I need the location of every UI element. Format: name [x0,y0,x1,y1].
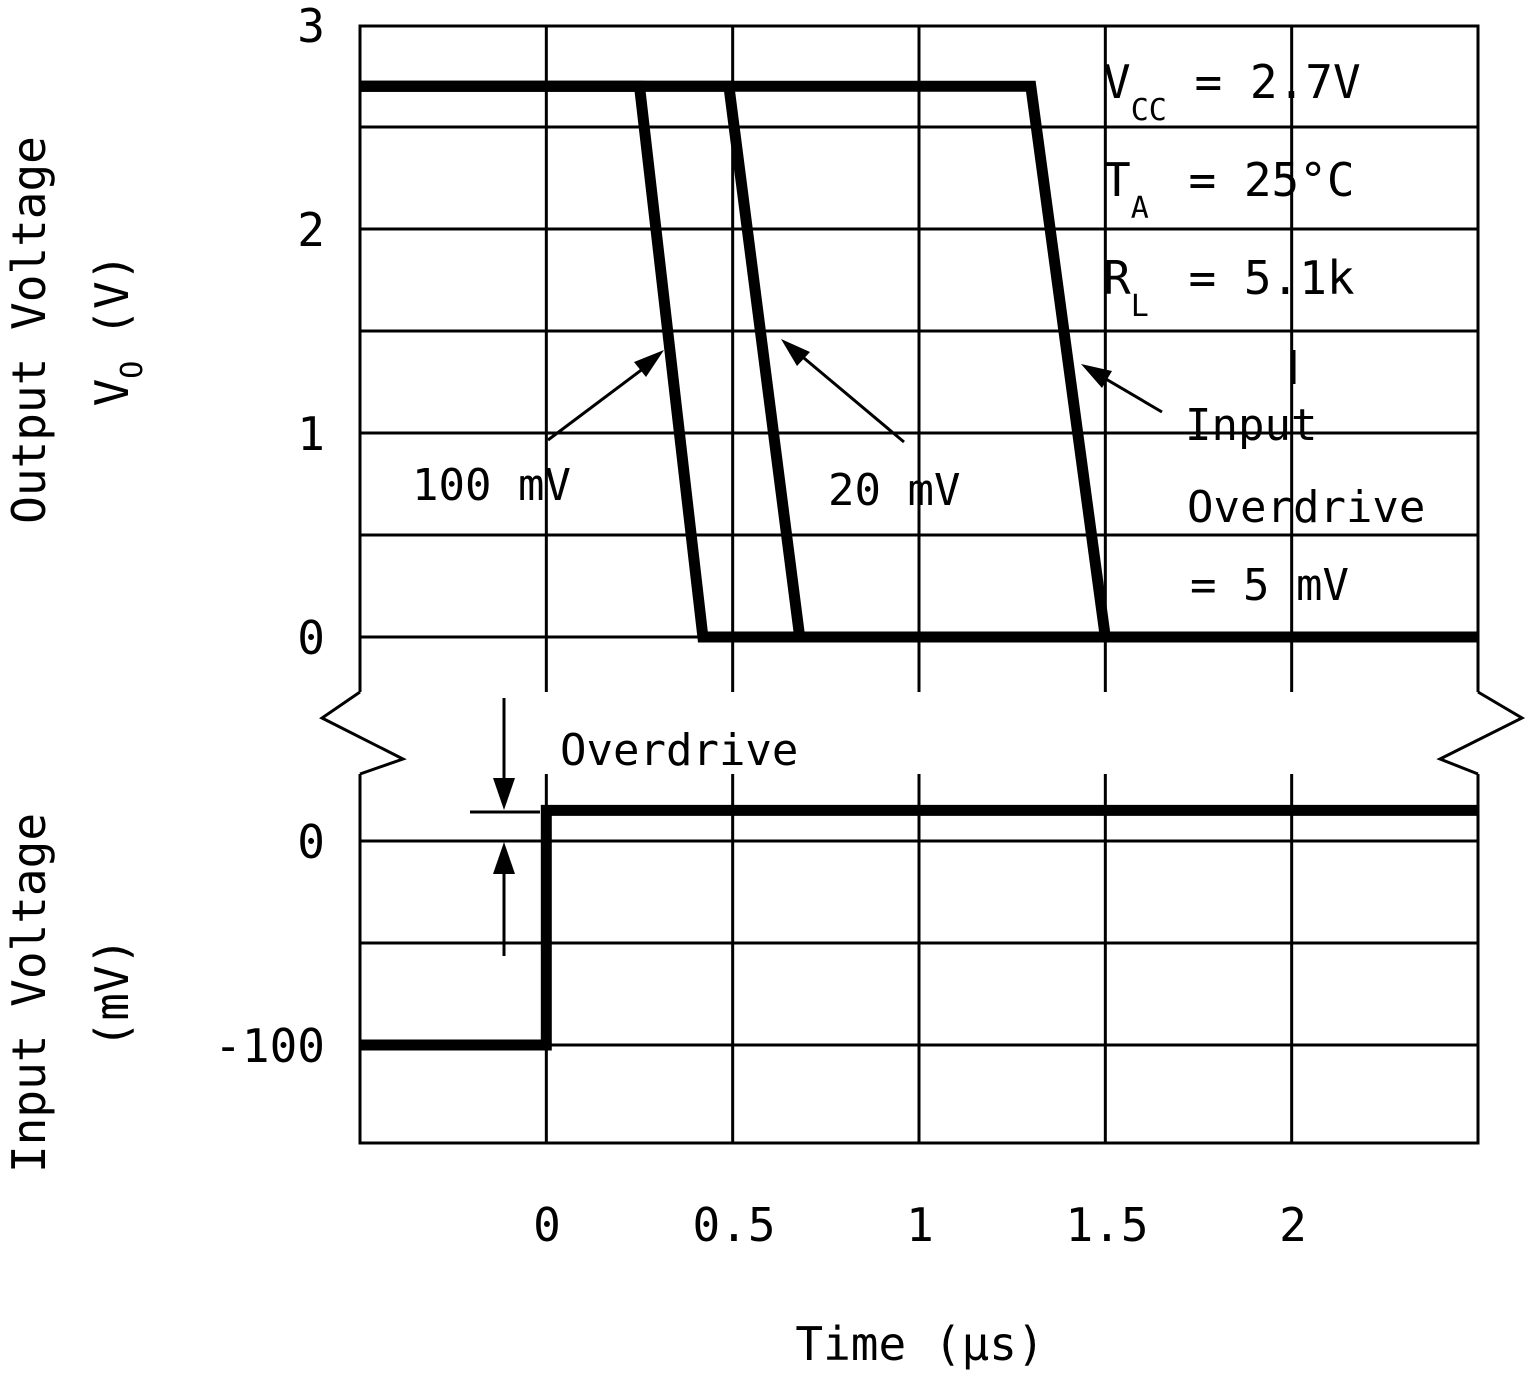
x-tick-0-5: 0.5 [692,1198,775,1252]
condition-vcc-value: = 2.7V [1167,55,1361,109]
top-y-tick-0: 0 [297,611,325,665]
condition-ta-value: = 25°C [1161,153,1355,207]
condition-vcc-symbol: V [1103,55,1131,109]
x-tick-2: 2 [1279,1198,1307,1252]
condition-rl-symbol: R [1103,251,1131,305]
break-mark-left [319,690,407,776]
top-y-ticks: 3 2 1 0 [297,0,325,665]
label-input: Input [1185,400,1317,451]
condition-ta-symbol: T [1103,153,1131,207]
break-mark-right [1436,690,1525,776]
arrow-5mv-head [1081,364,1112,388]
condition-ta-sub: A [1131,191,1149,226]
label-overdrive-bottom: Overdrive [560,725,798,776]
overdrive-down-arrow-head [493,778,515,810]
arrow-20mv-head [781,339,810,366]
series-line-input-step [360,804,1478,1051]
x-tick-1: 1 [906,1198,934,1252]
bottom-y-ticks: 0 -100 [214,815,325,1073]
bottom-y-tick-minus100: -100 [214,1019,325,1073]
top-y-axis-symbol-sub: O [115,361,150,379]
top-y-tick-1: 1 [297,407,325,461]
arrow-20mv-line [791,346,905,444]
top-y-axis-symbol: V [85,379,139,407]
top-y-axis-title-line1: Output Voltage [2,136,56,524]
condition-rl: RL = 5.1k [1103,251,1355,324]
series-labels: 100 mV 20 mV Input Overdrive = 5 mV Over… [412,400,1425,776]
top-y-tick-3: 3 [297,0,325,53]
label-5mv: = 5 mV [1190,560,1349,611]
annotation-arrows [470,339,1296,956]
condition-rl-value: = 5.1k [1161,251,1355,305]
series-line-5mv [360,80,1478,643]
label-20mv: 20 mV [828,465,960,516]
bottom-y-axis-title-line1: Input Voltage [2,813,56,1173]
x-tick-1-5: 1.5 [1065,1198,1148,1252]
condition-rl-sub: L [1131,289,1149,324]
arrow-100mv-line [547,360,653,442]
condition-ta: TA = 25°C [1103,153,1355,226]
label-100mv: 100 mV [412,460,571,511]
overdrive-up-arrow-head [493,842,515,874]
x-ticks: 0 0.5 1 1.5 2 [533,1198,1307,1252]
top-y-tick-2: 2 [297,203,325,257]
bottom-y-tick-0: 0 [297,815,325,869]
label-input-overdrive: Overdrive [1187,482,1425,533]
x-tick-0: 0 [533,1198,561,1252]
top-y-axis-unit: (V) [85,254,139,337]
bottom-y-axis-title: Input Voltage (mV) [2,813,139,1173]
traces [360,80,1478,1051]
top-y-axis-title: Output Voltage VO (V) [2,136,150,524]
top-y-axis-title-line2: VO (V) [85,254,150,407]
bottom-y-axis-title-line2: (mV) [85,938,139,1049]
test-conditions: VCC = 2.7V TA = 25°C RL = 5.1k [1103,55,1361,324]
condition-vcc: VCC = 2.7V [1103,55,1361,128]
x-axis-title: Time (μs) [795,1317,1044,1371]
arrow-100mv-head [634,350,664,377]
condition-vcc-sub: CC [1131,93,1167,128]
